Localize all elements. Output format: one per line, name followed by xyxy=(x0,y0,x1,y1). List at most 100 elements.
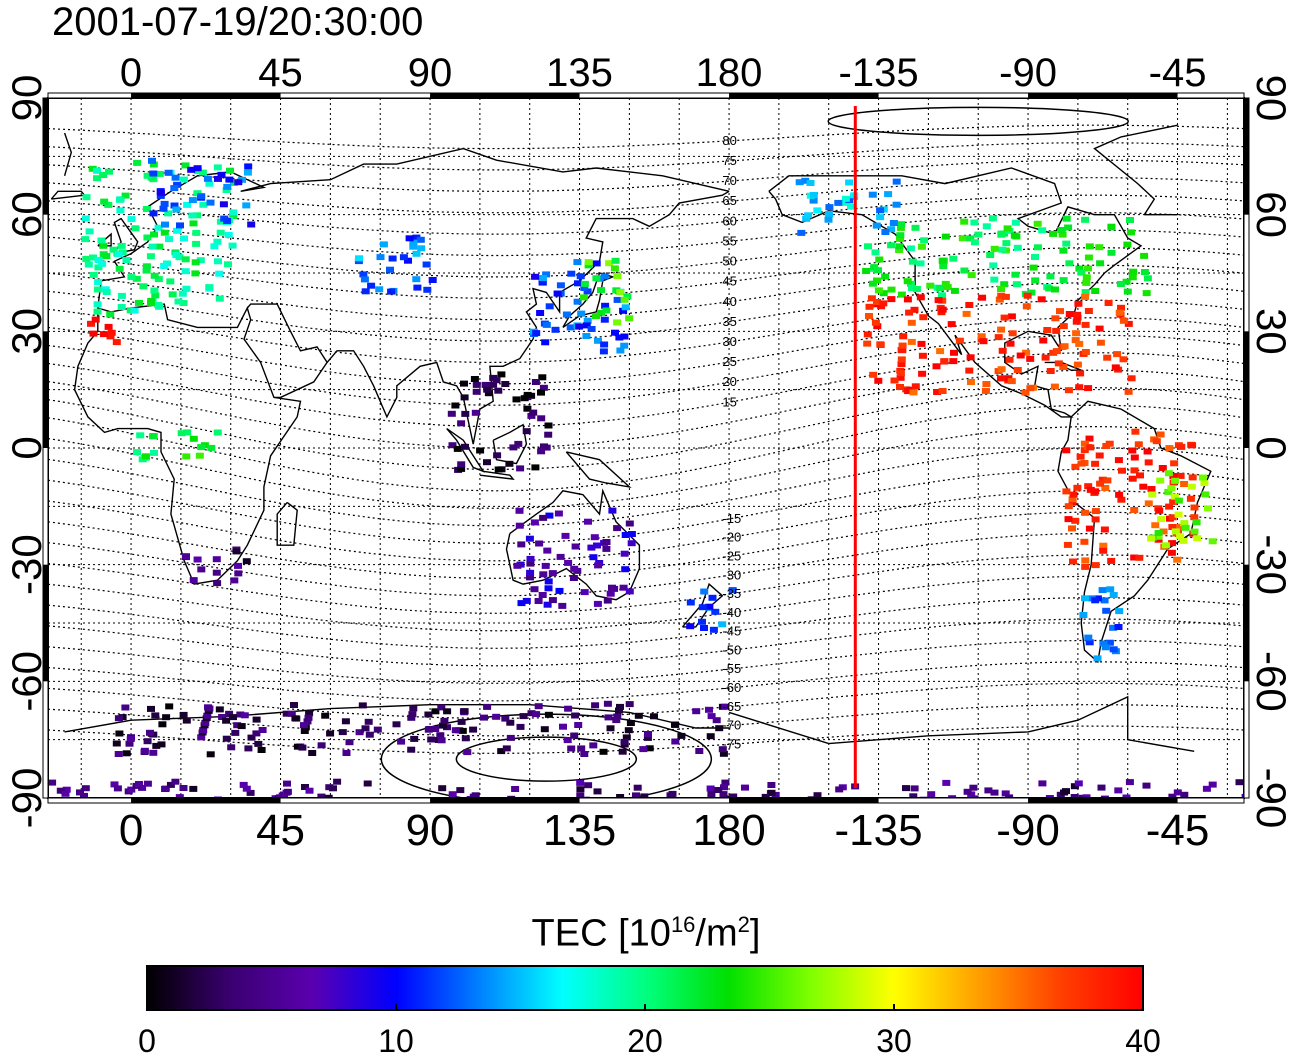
tec-cell xyxy=(1188,474,1197,481)
tec-cell xyxy=(591,702,600,709)
tec-cell xyxy=(896,235,904,242)
tec-cell xyxy=(613,319,622,326)
tec-cell xyxy=(650,713,658,720)
tec-cell xyxy=(879,290,888,297)
tec-cell xyxy=(116,207,125,214)
tec-cell xyxy=(611,329,619,336)
tec-cell xyxy=(231,729,240,736)
tec-cell xyxy=(1005,356,1014,363)
tec-cell xyxy=(502,745,511,752)
tec-cell xyxy=(1081,289,1090,296)
tec-cell xyxy=(373,726,382,733)
tec-cell xyxy=(523,405,532,412)
tec-cell xyxy=(161,221,169,228)
tec-cell xyxy=(948,795,957,798)
tec-cell xyxy=(619,584,628,591)
tec-cell xyxy=(570,732,579,739)
tec-cell xyxy=(1086,486,1095,493)
tec-cell xyxy=(1085,525,1094,532)
tec-cell xyxy=(1077,460,1086,467)
tec-cell xyxy=(1065,260,1074,267)
contour-line xyxy=(48,194,1244,235)
tec-cell xyxy=(1101,485,1110,491)
tec-cell xyxy=(386,266,394,273)
tec-cell xyxy=(345,739,354,746)
tec-cell xyxy=(1063,541,1072,548)
tec-cell xyxy=(700,625,708,631)
tec-cell xyxy=(1086,444,1095,451)
tec-cell xyxy=(616,703,624,710)
tec-cell xyxy=(447,410,456,417)
tec-cell xyxy=(620,738,629,745)
tec-cell xyxy=(728,587,737,594)
tec-cell xyxy=(526,574,534,581)
tec-cell xyxy=(587,326,596,332)
contour-label: 40 xyxy=(722,294,736,309)
tec-cell xyxy=(179,711,188,718)
tec-cell xyxy=(1076,370,1085,377)
tec-cell xyxy=(978,294,987,301)
tec-cell xyxy=(1095,325,1104,332)
tec-cell xyxy=(501,381,510,387)
axis-ticks: 0045459090135135180180-135-135-90-90-45-… xyxy=(3,51,1292,855)
tec-cell xyxy=(195,452,204,459)
tec-cell xyxy=(199,727,208,734)
contour-label: 65 xyxy=(722,193,736,208)
contour-label: -35 xyxy=(722,586,741,601)
tec-cell xyxy=(102,253,111,260)
contour-ring xyxy=(455,736,638,782)
tec-cell xyxy=(625,315,634,322)
tec-cell xyxy=(215,270,224,277)
tec-cell xyxy=(876,207,885,214)
contour-label: -15 xyxy=(722,511,741,526)
tec-cell xyxy=(873,277,881,284)
tec-cell xyxy=(494,387,503,394)
tec-cell xyxy=(1049,230,1058,237)
tec-cell xyxy=(1041,354,1050,361)
tec-cell xyxy=(624,727,633,734)
tec-cell xyxy=(149,749,158,756)
tec-cell xyxy=(115,265,124,272)
tec-cell xyxy=(797,229,806,236)
tec-cell xyxy=(974,231,983,238)
tec-cell xyxy=(148,157,156,164)
tec-cell xyxy=(1130,507,1139,513)
tec-cell xyxy=(159,205,168,212)
frame-top-seg xyxy=(729,93,879,98)
lon-tick-bottom: 180 xyxy=(692,806,765,855)
tec-cell xyxy=(592,260,601,267)
tec-cell xyxy=(1105,639,1114,646)
tec-cell xyxy=(1026,355,1035,362)
tec-cell xyxy=(531,273,540,280)
tec-cell xyxy=(431,708,440,715)
tec-cell xyxy=(916,260,925,267)
tec-cell xyxy=(767,782,776,788)
tec-cell xyxy=(1091,508,1100,515)
lat-tick-left: -60 xyxy=(3,651,50,712)
tec-cell xyxy=(1107,223,1116,230)
tec-cell xyxy=(927,791,936,798)
tec-cell xyxy=(1075,384,1084,391)
tec-cell xyxy=(1026,385,1035,392)
tec-cell xyxy=(771,791,780,798)
tec-cell xyxy=(580,751,589,757)
tec-cell xyxy=(938,388,947,394)
tec-cell xyxy=(1143,448,1152,455)
tec-cell xyxy=(567,745,576,752)
tec-cell xyxy=(375,286,384,293)
tec-cell xyxy=(634,712,643,719)
tec-cell xyxy=(440,717,449,724)
tec-cell xyxy=(601,302,610,309)
tec-cell xyxy=(1054,360,1063,367)
tec-cell xyxy=(1114,457,1123,464)
tec-cell xyxy=(183,201,192,208)
tec-cell xyxy=(602,307,611,314)
tec-cell xyxy=(537,448,546,455)
tec-cell xyxy=(305,710,314,717)
tec-cell xyxy=(254,740,263,747)
tec-cell xyxy=(476,447,485,454)
contour-label: 70 xyxy=(722,173,736,188)
tec-cell xyxy=(283,788,292,795)
tec-cell xyxy=(640,793,649,798)
tec-cell xyxy=(1179,537,1188,544)
